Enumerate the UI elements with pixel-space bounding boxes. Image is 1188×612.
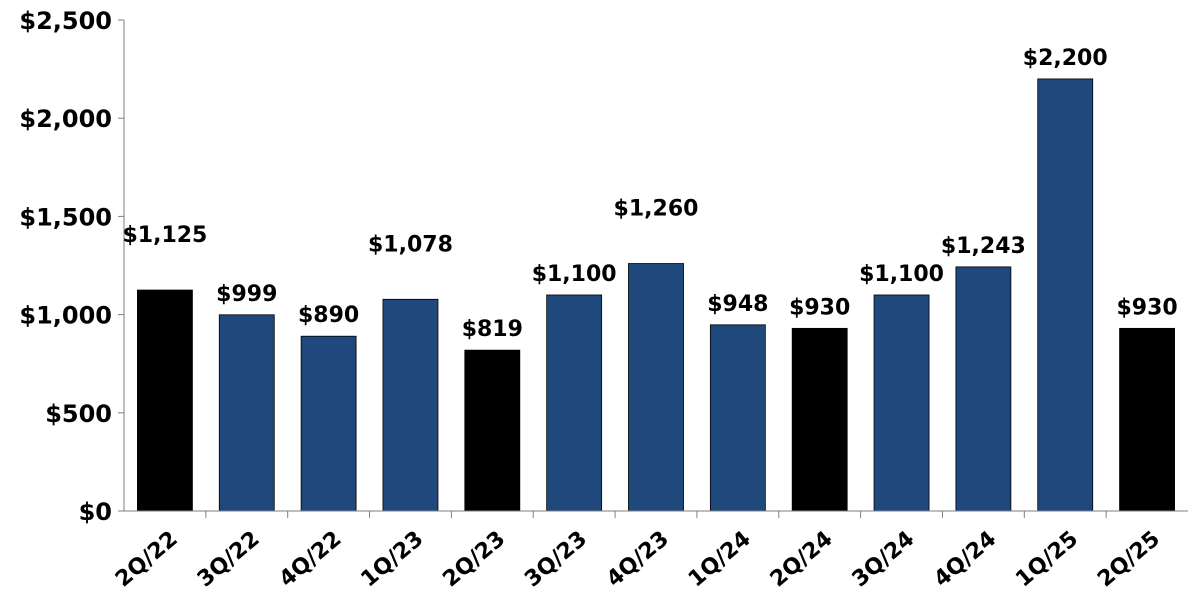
bar — [709, 324, 766, 512]
data-label: $819 — [462, 317, 523, 342]
data-label: $1,078 — [368, 232, 453, 257]
x-tick-label: 3Q/24 — [848, 526, 920, 592]
bar — [955, 266, 1012, 512]
x-tick-label: 3Q/22 — [193, 526, 265, 592]
data-label: $948 — [707, 292, 768, 317]
x-tick-label: 2Q/23 — [438, 526, 510, 592]
x-tick-label: 3Q/23 — [520, 526, 592, 592]
bar — [218, 314, 275, 512]
x-axis: 2Q/22 3Q/22 4Q/22 1Q/23 2Q/23 3Q/23 4Q/23 1Q/24… — [111, 510, 1188, 592]
x-tick-label: 4Q/22 — [275, 526, 347, 592]
bar — [1037, 78, 1094, 512]
bar — [1119, 327, 1175, 512]
y-tick-label: $2,500 — [19, 7, 112, 35]
data-label: $930 — [789, 295, 850, 320]
data-label: $999 — [216, 282, 277, 307]
x-tick-label: 2Q/25 — [1093, 526, 1165, 592]
bar — [382, 298, 439, 512]
bars — [137, 78, 1175, 512]
data-label: $1,243 — [941, 234, 1026, 259]
y-tick-label: $1,500 — [19, 203, 112, 231]
bar — [873, 294, 930, 512]
data-label: $1,125 — [122, 223, 207, 248]
x-tick-label: 1Q/23 — [357, 526, 429, 592]
bar — [300, 335, 357, 512]
data-labels: $1,125 $999 $890 $1,078 $819 $1,100 $1,260 $948… — [122, 46, 1177, 342]
bar — [628, 263, 684, 512]
data-label: $1,100 — [859, 262, 944, 287]
x-tick-label: 1Q/25 — [1011, 526, 1083, 592]
y-tick-label: $2,000 — [19, 105, 112, 133]
bar — [546, 294, 603, 512]
y-tick-label: $1,000 — [19, 302, 112, 330]
data-label: $1,100 — [532, 262, 617, 287]
data-label: $890 — [298, 303, 359, 328]
y-axis: $0 $500 $1,000 $1,500 $2,000 $2,500 — [19, 7, 125, 526]
x-tick-label: 2Q/22 — [111, 526, 183, 592]
bar — [137, 289, 193, 512]
y-tick-label: $0 — [79, 498, 112, 526]
y-tick-label: $500 — [45, 400, 112, 428]
x-tick-label: 4Q/23 — [602, 526, 674, 592]
data-label: $2,200 — [1023, 46, 1108, 71]
data-label: $930 — [1116, 295, 1177, 320]
data-label: $1,260 — [614, 197, 699, 222]
bar — [791, 327, 848, 512]
x-tick-label: 2Q/24 — [766, 526, 838, 592]
x-tick-label: 1Q/24 — [684, 526, 756, 592]
x-tick-label: 4Q/24 — [930, 526, 1002, 592]
bar — [464, 349, 521, 512]
